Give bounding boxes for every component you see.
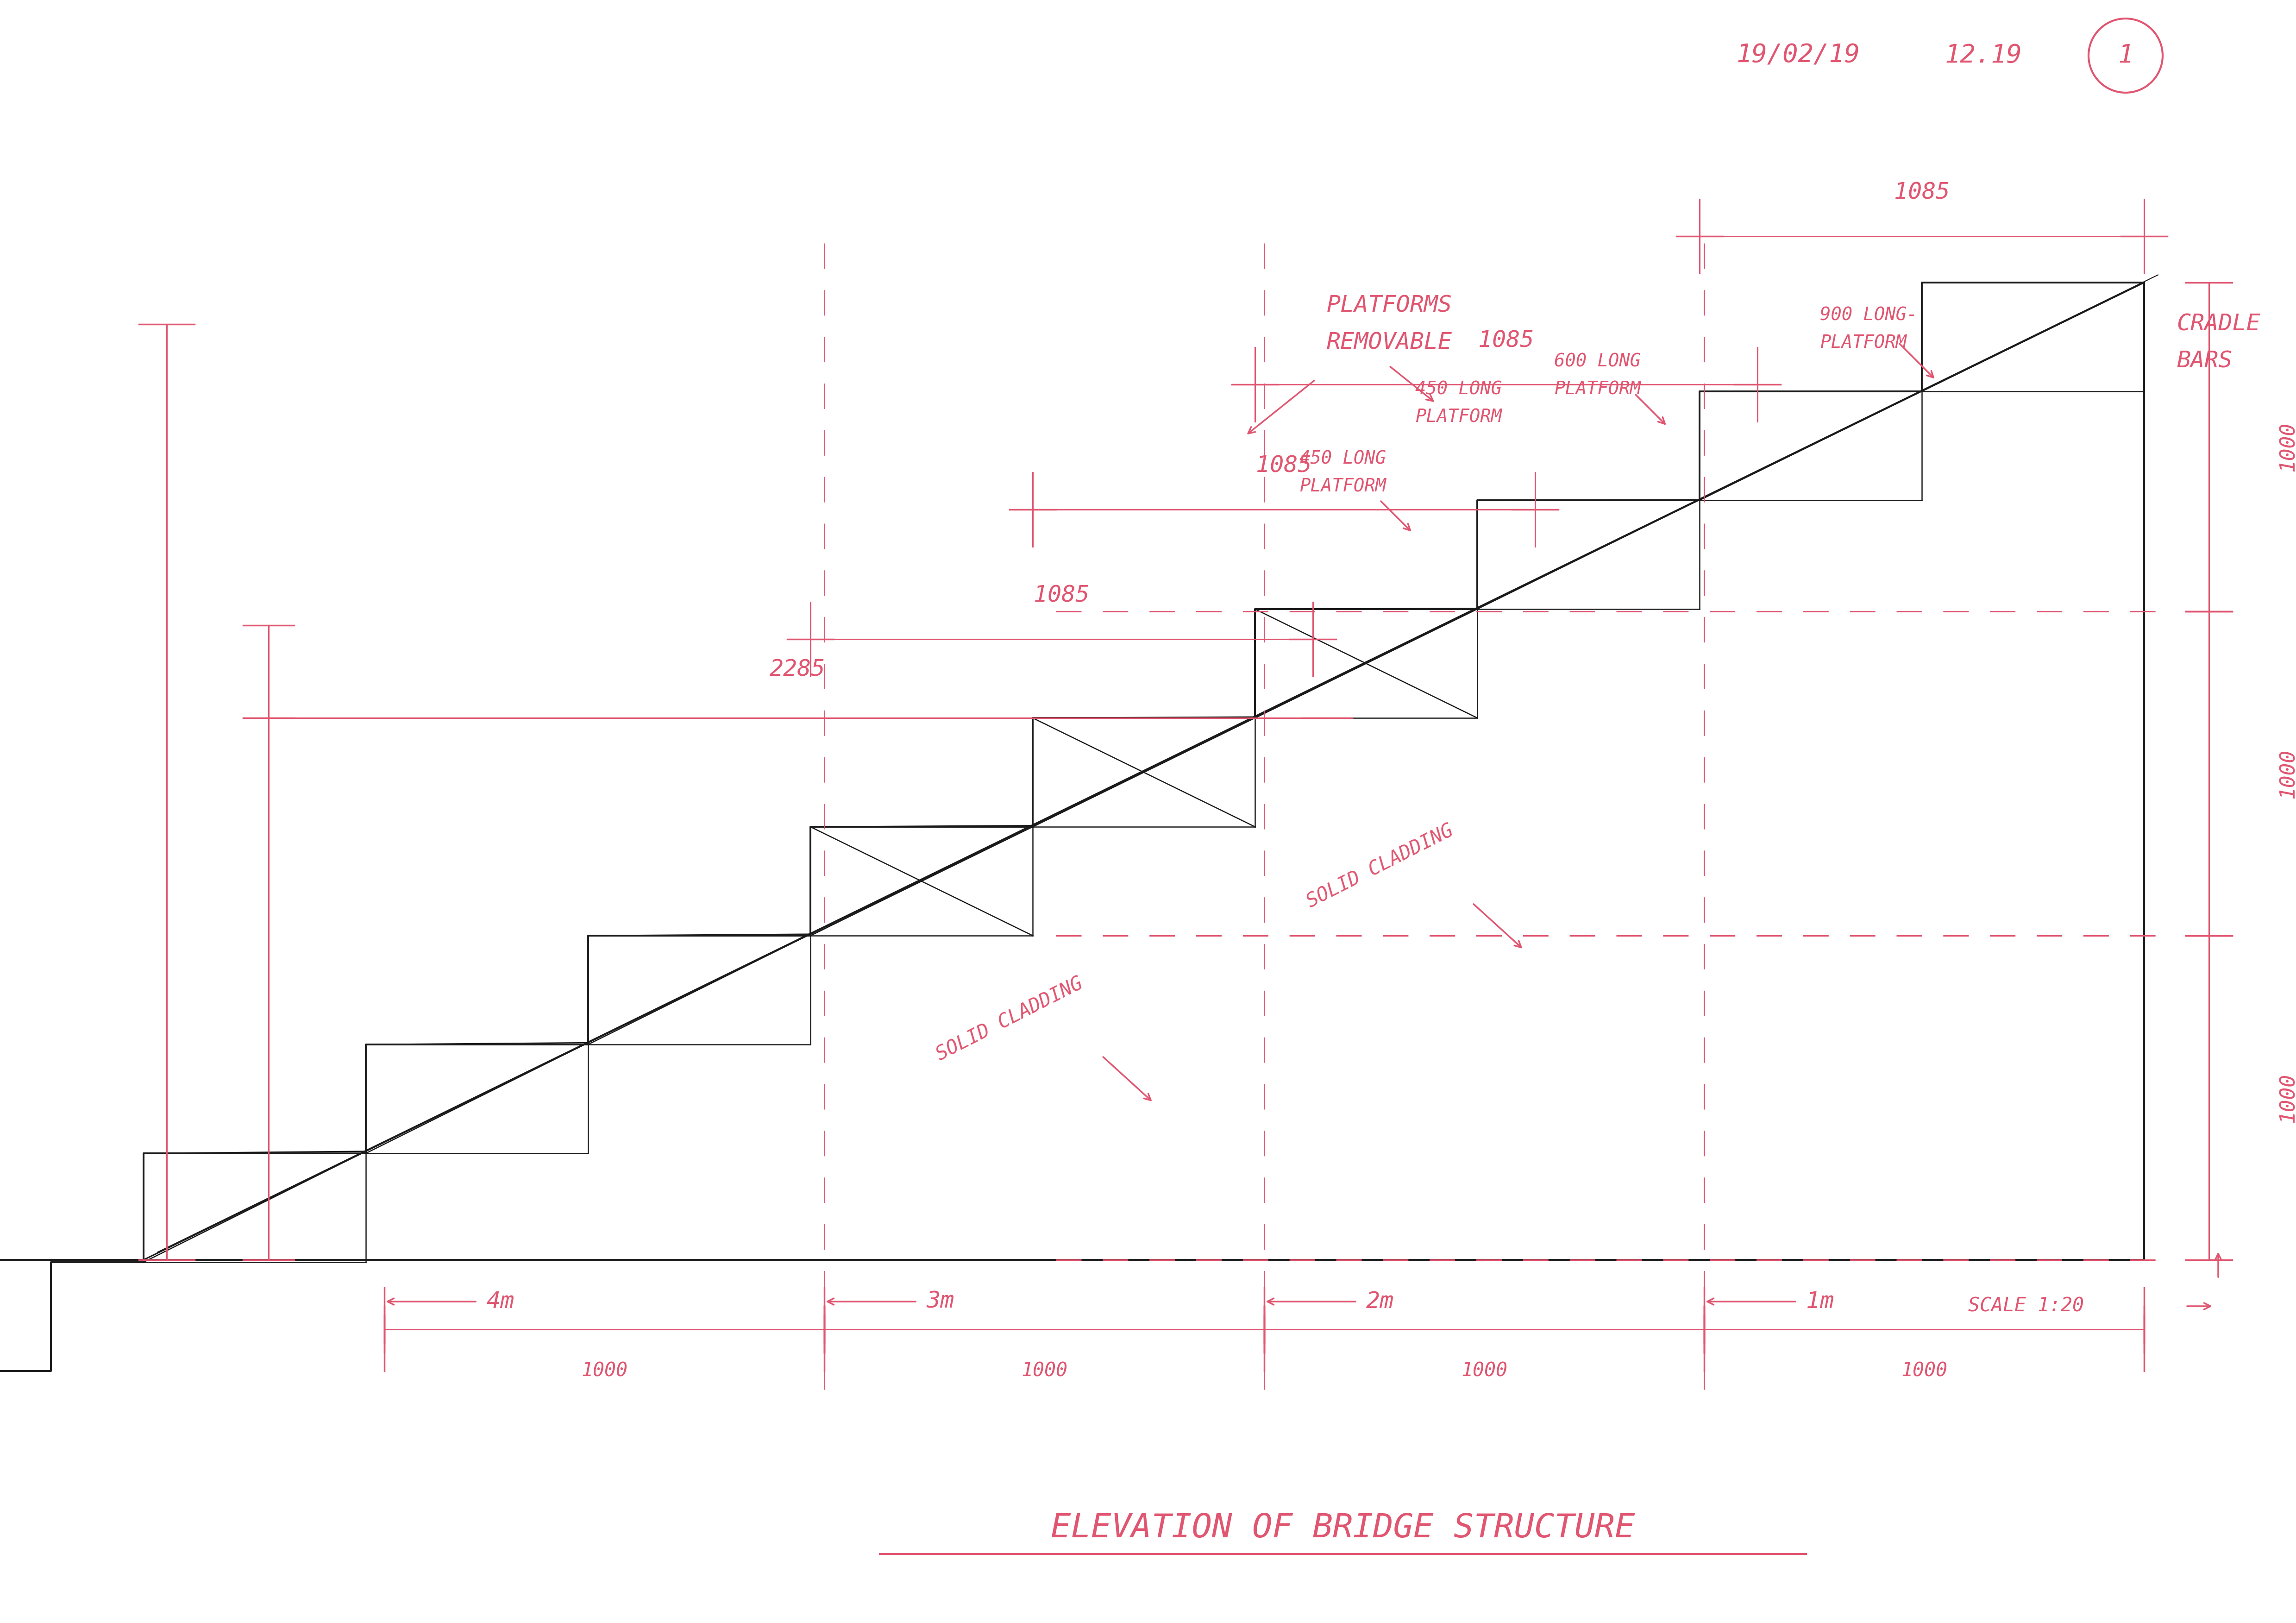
Text: 12.19: 12.19 <box>1945 44 2023 68</box>
Text: 1085: 1085 <box>1894 182 1949 204</box>
Text: 450 LONG: 450 LONG <box>1414 380 1502 398</box>
Text: ELEVATION OF BRIDGE STRUCTURE: ELEVATION OF BRIDGE STRUCTURE <box>1052 1513 1635 1545</box>
Text: 3m: 3m <box>925 1290 955 1313</box>
Text: PLATFORMS: PLATFORMS <box>1327 295 1451 316</box>
Text: 2285: 2285 <box>769 659 827 682</box>
Text: 2m: 2m <box>1366 1290 1394 1313</box>
Text: CRADLE: CRADLE <box>2177 313 2259 336</box>
Text: REMOVABLE: REMOVABLE <box>1327 331 1451 354</box>
Text: 19/02/19: 19/02/19 <box>1736 44 1860 68</box>
Text: 1000: 1000 <box>1901 1362 1947 1381</box>
Text: 1: 1 <box>2117 44 2133 68</box>
Text: 1000: 1000 <box>581 1362 627 1381</box>
Text: BARS: BARS <box>2177 351 2232 372</box>
Text: SCALE 1:20: SCALE 1:20 <box>1968 1297 2085 1316</box>
Text: 1000: 1000 <box>1022 1362 1068 1381</box>
Text: 450 LONG: 450 LONG <box>1300 450 1387 467</box>
Text: PLATFORM: PLATFORM <box>1300 477 1387 495</box>
Text: 1085: 1085 <box>1256 454 1311 477</box>
Text: SOLID CLADDING: SOLID CLADDING <box>1304 821 1456 912</box>
Text: PLATFORM: PLATFORM <box>1554 380 1642 398</box>
Text: PLATFORM: PLATFORM <box>1414 407 1502 425</box>
Text: 600 LONG: 600 LONG <box>1554 352 1642 370</box>
Text: PLATFORM: PLATFORM <box>1821 334 1906 352</box>
Text: 1085: 1085 <box>1479 329 1534 352</box>
Text: 900 LONG-: 900 LONG- <box>1821 307 1917 323</box>
Text: 1000: 1000 <box>2278 748 2296 799</box>
Text: 1000: 1000 <box>2278 1073 2296 1123</box>
Text: SOLID CLADDING: SOLID CLADDING <box>932 974 1086 1065</box>
Text: 1m: 1m <box>1807 1290 1835 1313</box>
Text: 1085: 1085 <box>1033 584 1091 607</box>
Text: 4m: 4m <box>487 1290 514 1313</box>
Text: 1000: 1000 <box>1460 1362 1508 1381</box>
Text: 1000: 1000 <box>2278 422 2296 472</box>
